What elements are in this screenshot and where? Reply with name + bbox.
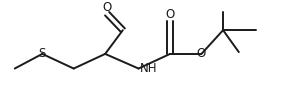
Text: O: O <box>103 1 112 14</box>
Text: NH: NH <box>139 62 157 75</box>
Text: O: O <box>197 47 206 60</box>
Text: S: S <box>39 47 46 60</box>
Text: O: O <box>165 8 175 21</box>
